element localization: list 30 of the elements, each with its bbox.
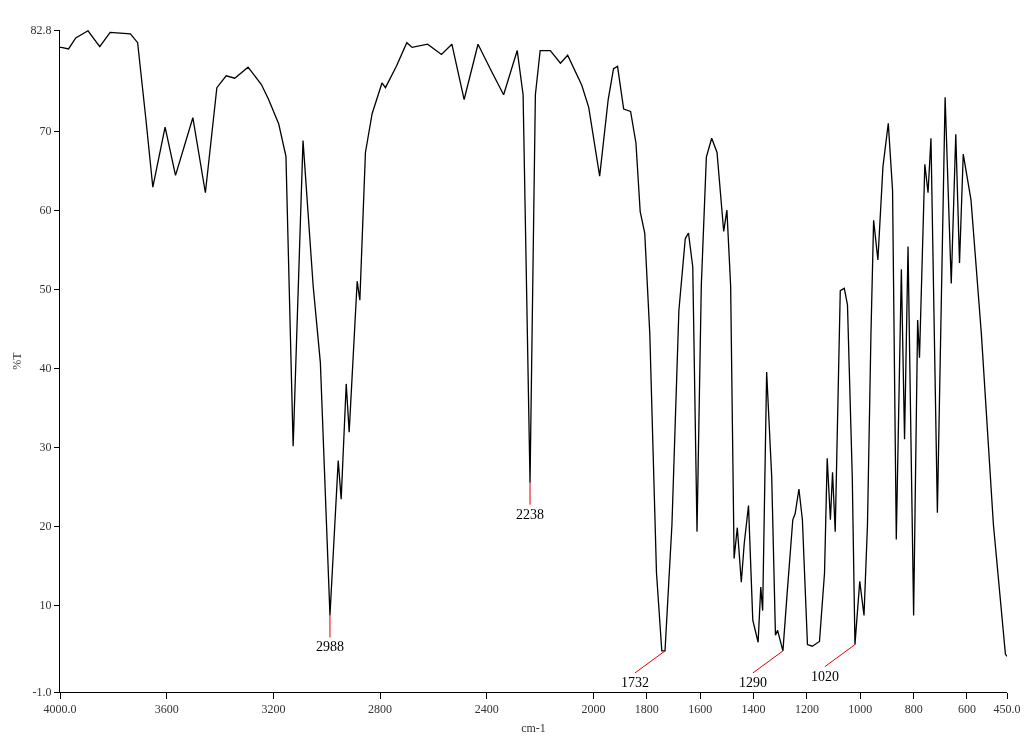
annotation: 1732	[621, 675, 649, 690]
x-tick-label: 450.0	[993, 702, 1021, 717]
x-tick-label: 1200	[794, 702, 819, 717]
x-tick-label: 2000	[581, 702, 606, 717]
annotation: 1290	[739, 675, 767, 690]
y-tick-label: 50	[39, 282, 52, 297]
x-tick-label: 2800	[368, 702, 393, 717]
y-tick-label: 82.8	[30, 23, 52, 38]
x-tick-label: 2400	[474, 702, 499, 717]
y-tick-label: -1.0	[32, 685, 52, 700]
x-axis-title: cm-1	[521, 721, 546, 736]
x-tick-label: 1800	[634, 702, 659, 717]
x-tick-label: 600	[957, 702, 976, 717]
x-tick-label: 1400	[741, 702, 766, 717]
x-tick-label: 3200	[261, 702, 286, 717]
y-tick-label: 30	[39, 440, 52, 455]
y-tick-label: 70	[39, 124, 52, 139]
annotation: 2988	[316, 639, 344, 654]
y-axis-title: %T	[9, 351, 24, 370]
x-tick-label: 1000	[848, 702, 873, 717]
x-tick-label: 1600	[688, 702, 713, 717]
y-tick-label: 10	[39, 598, 52, 613]
y-tick-label: 60	[39, 203, 52, 218]
annotation: 2238	[516, 507, 544, 522]
annotation: 1020	[811, 669, 839, 684]
y-tick-label: 40	[39, 361, 52, 376]
y-tick-label: 20	[39, 519, 52, 534]
x-tick-label: 800	[904, 702, 923, 717]
x-tick-label: 4000.0	[43, 702, 77, 717]
x-tick-label: 3600	[154, 702, 179, 717]
